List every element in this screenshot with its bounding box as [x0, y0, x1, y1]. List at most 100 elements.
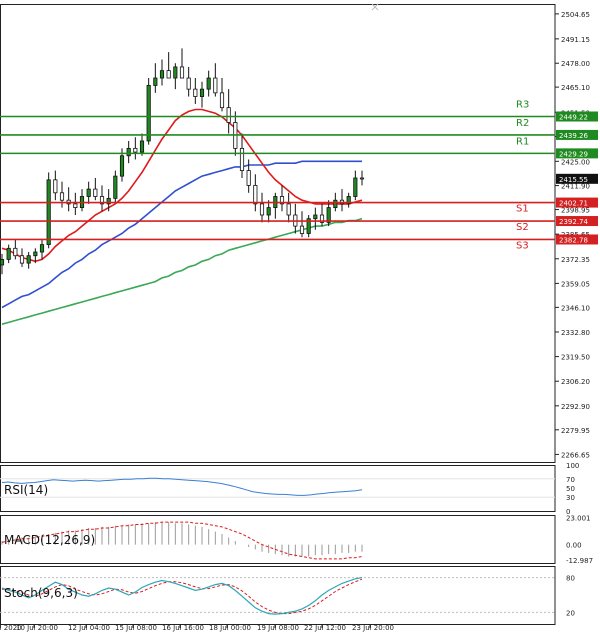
level-r3-tag [556, 111, 598, 122]
price-tick-label: 2465.10 [561, 84, 590, 92]
candle-body [13, 247, 18, 257]
candle-body [206, 77, 211, 90]
candle-body [166, 70, 171, 79]
level-r1-name: R1 [516, 136, 529, 147]
main-frame [0, 4, 556, 463]
candle-body [299, 225, 305, 234]
candle-body [186, 77, 191, 90]
candle-body [173, 66, 178, 79]
current-price-value: 2415.55 [559, 176, 588, 184]
candle-body [139, 140, 145, 153]
candle-body [39, 244, 45, 253]
candle-body [179, 66, 185, 79]
price-tick-label: 2279.95 [561, 427, 590, 435]
candle-body [306, 218, 311, 234]
price-pane: 2504.652491.152478.002465.102451.502438.… [0, 11, 598, 459]
ma-mid-line [1, 160, 362, 309]
price-tick-label: 2266.65 [561, 451, 590, 459]
candle-body [126, 147, 131, 157]
candle-body [106, 197, 111, 205]
level-s2-name: S2 [516, 222, 529, 233]
candle-body [193, 88, 198, 97]
rsi-line [1, 477, 363, 496]
level-s2-tag [556, 216, 598, 227]
level-r3-name: R3 [516, 99, 529, 110]
candle-body [133, 147, 138, 153]
candle-body [53, 179, 58, 194]
time-tick-label: 12 Jul 04:00 [68, 624, 110, 632]
time-tick-label: 19 Jul 08:00 [257, 624, 299, 632]
level-s1-name: S1 [516, 204, 529, 215]
candle-body [19, 255, 25, 264]
candle-body [286, 203, 291, 216]
price-tick-label: 2332.80 [561, 329, 590, 337]
stoch-label: Stoch(9,6,3) [4, 586, 78, 600]
time-tick-label: 16 Jul 16:00 [162, 624, 204, 632]
candle-body [33, 251, 38, 257]
level-s1-value: 2402.71 [559, 200, 588, 208]
time-tick-label: 10 Jul 20:00 [16, 624, 58, 632]
ma-fast-line [1, 108, 363, 263]
candle-body [279, 196, 285, 205]
time-tick-label: 10 Jul 2020 [0, 624, 22, 632]
macd-tick-label: 0.00 [566, 542, 582, 550]
candle-body [26, 255, 31, 264]
rsi-tick-label: 70 [566, 476, 575, 484]
candle-body [199, 88, 205, 97]
candle-body [59, 192, 65, 201]
corner-mark [371, 3, 379, 11]
rsi-tick-label: 50 [566, 485, 575, 493]
rsi-frame [0, 465, 556, 512]
ma-slow-line [1, 217, 363, 325]
level-s3-value: 2382.78 [559, 236, 588, 244]
price-tick-label: 2425.00 [561, 158, 590, 166]
candle-body [326, 207, 331, 223]
candle-body [119, 155, 125, 177]
candle-body [253, 184, 258, 205]
candle-body [6, 247, 11, 260]
level-s3-tag [556, 234, 598, 245]
candle-body [46, 179, 51, 246]
time-tick-label: 22 Jul 12:00 [304, 624, 346, 632]
candle-body [159, 70, 165, 79]
candle-body [113, 175, 118, 199]
current-price-tag [556, 173, 598, 184]
candle-body [353, 177, 358, 197]
candle-body [73, 203, 78, 208]
price-tick-label: 2292.90 [561, 403, 590, 411]
stoch-pane: 80 20 [0, 575, 575, 617]
rsi-tick-label: 100 [566, 462, 579, 470]
macd-signal-line [1, 521, 363, 560]
stoch-frame [0, 566, 556, 625]
time-tick-label: 23 Jul 20:00 [352, 624, 394, 632]
candle-body [0, 259, 5, 266]
rsi-tick-label: 30 [566, 494, 575, 502]
level-s1-tag [556, 197, 598, 208]
candle-body [239, 147, 245, 171]
price-tick-label: 2346.10 [561, 304, 590, 312]
price-tick-label: 2491.15 [561, 36, 590, 44]
price-tick-label: 2306.20 [561, 378, 590, 386]
level-s3-name: S3 [516, 240, 529, 251]
time-tick-label: 18 Jul 00:00 [209, 624, 251, 632]
candle-body [213, 77, 218, 94]
candle-body [93, 188, 98, 197]
level-r1-value: 2429.29 [559, 150, 588, 158]
level-r2-value: 2439.26 [559, 132, 588, 140]
level-s2-value: 2392.74 [559, 218, 588, 226]
rsi-tick-label: 0 [566, 508, 570, 516]
candle-body [313, 214, 318, 220]
pane-frames [0, 3, 556, 625]
candle-body [359, 177, 365, 180]
level-r2-name: R2 [516, 118, 529, 129]
macd-label: MACD(12,26,9) [4, 533, 95, 547]
candle-body [86, 188, 91, 197]
level-r3-value: 2449.22 [559, 113, 588, 121]
level-r1-tag [556, 148, 598, 159]
macd-tick-label: -12.987 [566, 557, 593, 565]
price-tick-label: 2398.95 [561, 207, 590, 215]
candle-body [246, 170, 251, 186]
